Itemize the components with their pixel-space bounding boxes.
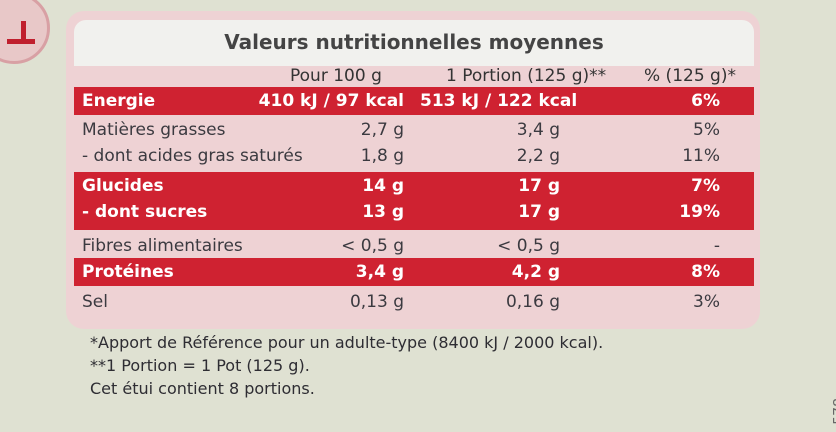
row-value-portion-glucides: 17 g (518, 176, 560, 196)
row-value-per100-acides-gras-satures: 1,8 g (360, 146, 404, 166)
logo-mark-vertical (21, 21, 26, 43)
row-value-portion-proteines: 4,2 g (511, 262, 560, 282)
row-value-per100-sel: 0,13 g (349, 292, 404, 312)
row-label-proteines: Protéines (82, 262, 174, 282)
row-value-pct-acides-gras-satures: 11% (682, 146, 720, 166)
footnote-portions-count: Cet étui contient 8 portions. (90, 379, 315, 398)
row-value-per100-matieres-grasses: 2,7 g (360, 120, 404, 140)
brand-logo (0, 0, 50, 64)
row-value-pct-energie: 6% (691, 91, 720, 111)
row-value-per100-fibres: < 0,5 g (341, 236, 404, 256)
row-value-portion-sel: 0,16 g (505, 292, 560, 312)
row-label-fibres: Fibres alimentaires (82, 236, 243, 256)
header-percent: % (125 g)* (644, 66, 736, 86)
row-value-portion-fibres: < 0,5 g (497, 236, 560, 256)
row-value-pct-sucres: 19% (679, 202, 720, 222)
row-label-energie: Energie (82, 91, 156, 111)
row-label-matieres-grasses: Matières grasses (82, 120, 226, 140)
header-per-100g: Pour 100 g (290, 66, 382, 86)
row-value-pct-fibres: - (713, 236, 720, 256)
footnote-reference-intake: *Apport de Référence pour un adulte-type… (90, 333, 604, 352)
row-value-portion-acides-gras-satures: 2,2 g (516, 146, 560, 166)
footnote-portion: **1 Portion = 1 Pot (125 g). (90, 356, 310, 375)
header-portion: 1 Portion (125 g)** (446, 66, 607, 86)
row-value-portion-matieres-grasses: 3,4 g (516, 120, 560, 140)
row-value-portion-sucres: 17 g (518, 202, 560, 222)
row-value-pct-matieres-grasses: 5% (693, 120, 720, 140)
table-title-box: Valeurs nutritionnelles moyennes (74, 20, 754, 66)
edge-code: 578 (832, 398, 836, 425)
band-energie (74, 87, 754, 115)
row-label-acides-gras-satures: - dont acides gras saturés (82, 146, 303, 166)
row-label-sel: Sel (82, 292, 108, 312)
row-value-per100-proteines: 3,4 g (355, 262, 404, 282)
row-value-per100-sucres: 13 g (362, 202, 404, 222)
logo-mark-horizontal (7, 39, 35, 44)
band-proteines (74, 258, 754, 286)
row-value-pct-proteines: 8% (691, 262, 720, 282)
band-glucides (74, 172, 754, 230)
row-label-glucides: Glucides (82, 176, 164, 196)
table-title: Valeurs nutritionnelles moyennes (224, 30, 604, 54)
row-value-pct-glucides: 7% (691, 176, 720, 196)
row-value-per100-glucides: 14 g (362, 176, 404, 196)
row-value-portion-energie: 513 kJ / 122 kcal (420, 91, 578, 111)
row-label-sucres: - dont sucres (82, 202, 208, 222)
row-value-pct-sel: 3% (693, 292, 720, 312)
row-value-per100-energie: 410 kJ / 97 kcal (258, 91, 404, 111)
